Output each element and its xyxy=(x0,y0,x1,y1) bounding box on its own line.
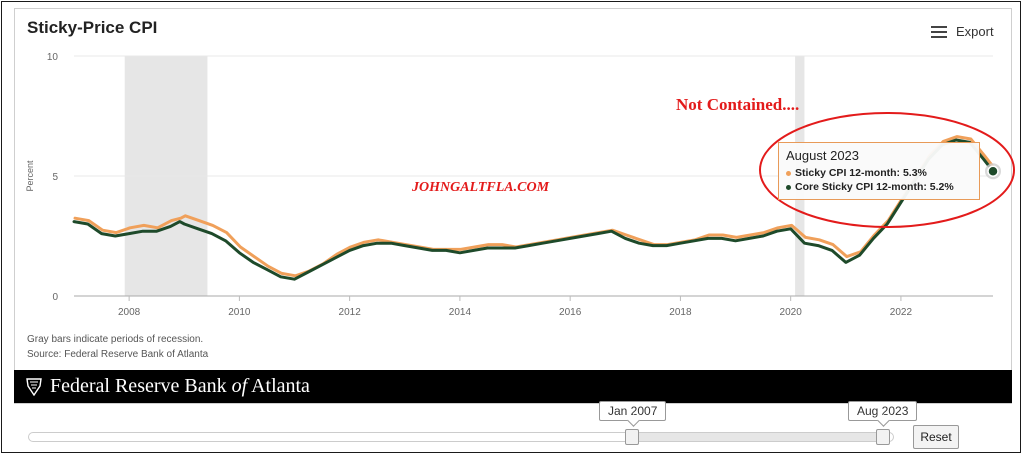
fed-atlanta-banner: Federal Reserve Bank of Atlanta xyxy=(14,370,1012,403)
reset-button[interactable]: Reset xyxy=(913,425,959,449)
export-button[interactable]: Export xyxy=(931,24,994,39)
tooltip-row-sticky: Sticky CPI 12-month: 5.3% xyxy=(786,166,972,180)
export-label: Export xyxy=(956,24,994,39)
recession-note: Gray bars indicate periods of recession. xyxy=(27,334,204,345)
series-line-core-sticky-cpi xyxy=(72,138,995,281)
banner-text-a: Federal Reserve Bank xyxy=(50,375,232,397)
tooltip-row-core-text: Core Sticky CPI 12-month: 5.2% xyxy=(795,181,954,193)
y-tick-label: 10 xyxy=(47,52,59,63)
y-tick-label: 5 xyxy=(52,172,58,183)
tooltip-row-core: Core Sticky CPI 12-month: 5.2% xyxy=(786,180,972,194)
annotation-ellipse xyxy=(759,112,1015,228)
core-legend-dot xyxy=(786,184,791,190)
navigator-start-label: Jan 2007 xyxy=(599,401,667,421)
eagle-logo-icon xyxy=(26,377,42,396)
navigator-selected-range[interactable] xyxy=(631,432,883,442)
x-tick-label: 2020 xyxy=(780,307,803,318)
banner-text-b: Atlanta xyxy=(247,375,310,397)
chart-tooltip: August 2023 Sticky CPI 12-month: 5.3% Co… xyxy=(778,142,980,200)
x-tick-label: 2022 xyxy=(890,307,913,318)
navigator-end-handle[interactable] xyxy=(876,429,890,445)
x-tick-label: 2008 xyxy=(118,307,141,318)
source-note: Source: Federal Reserve Bank of Atlanta xyxy=(27,349,209,360)
x-tick-label: 2018 xyxy=(669,307,692,318)
navigator-start-handle[interactable] xyxy=(625,429,639,445)
chart-notes: Gray bars indicate periods of recession.… xyxy=(27,332,208,362)
annotation-watermark: JOHNGALTFLA.COM xyxy=(412,180,550,195)
banner-text-of: of xyxy=(231,375,248,397)
navigator-end-label: Aug 2023 xyxy=(848,401,918,421)
x-tick-label: 2012 xyxy=(339,307,362,318)
y-tick-label: 0 xyxy=(52,292,58,303)
banner-text: Federal Reserve Bank of Atlanta xyxy=(50,375,310,398)
sticky-legend-dot xyxy=(786,170,791,176)
chart-title: Sticky-Price CPI xyxy=(27,18,158,37)
annotation-not-contained: Not Contained.... xyxy=(676,95,800,114)
x-tick-label: 2010 xyxy=(228,307,251,318)
tooltip-title: August 2023 xyxy=(786,148,860,163)
hover-point-core xyxy=(987,165,999,177)
x-tick-label: 2014 xyxy=(449,307,472,318)
x-tick-label: 2016 xyxy=(559,307,582,318)
menu-icon xyxy=(931,25,947,38)
navigator-track[interactable] xyxy=(28,432,894,442)
y-axis-label: Percent xyxy=(25,160,35,192)
tooltip-row-sticky-text: Sticky CPI 12-month: 5.3% xyxy=(795,167,927,179)
